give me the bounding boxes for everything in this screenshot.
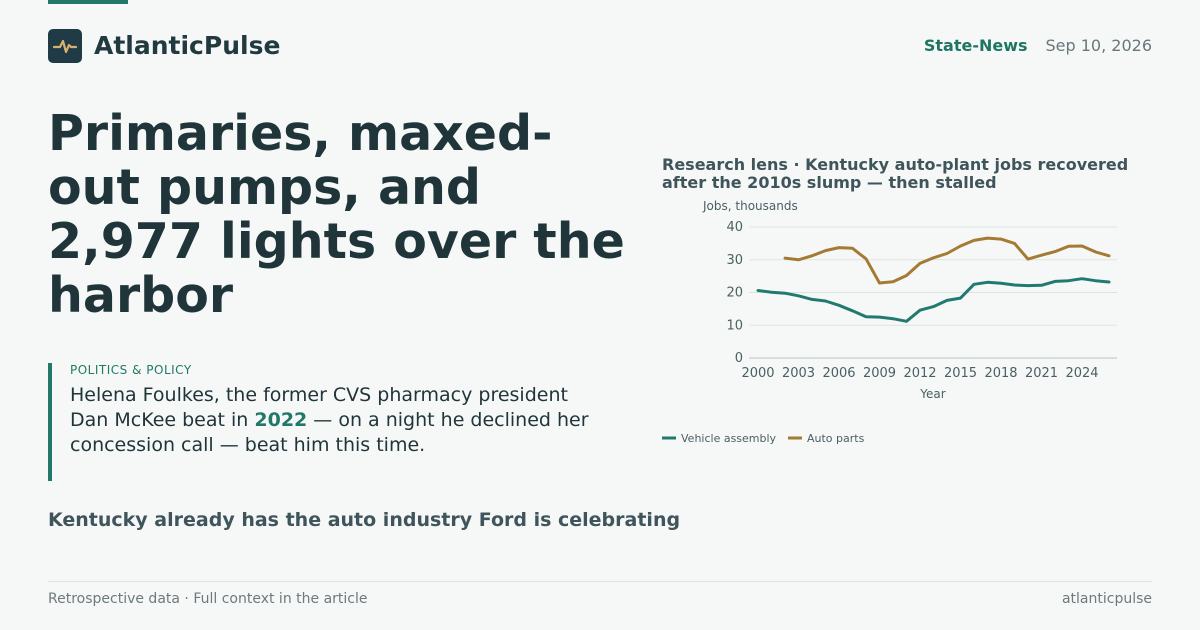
x-tick-label: 2009 (863, 366, 896, 381)
series-lines (756, 236, 1111, 323)
article-category: POLITICS & POLICY (70, 363, 192, 377)
y-axis-ticks: 0 10 20 30 40 (726, 220, 743, 366)
grid-lines (749, 226, 1117, 326)
brand-lockup[interactable]: AtlanticPulse (48, 29, 280, 63)
deck-text-end: — on a night he declined her concession … (70, 409, 589, 456)
y-tick-label: 40 (726, 220, 743, 235)
publish-date: Sep 10, 2026 (1045, 36, 1153, 55)
deck-text-start: Helena Foulkes, the former CVS pharmacy … (70, 384, 568, 431)
footer-divider (48, 581, 1152, 582)
footer-note: Retrospective data · Full context in the… (48, 591, 368, 607)
footer-site-name[interactable]: atlanticpulse (1061, 591, 1152, 607)
x-tick-label: 2006 (822, 366, 855, 381)
x-tick-label: 2012 (903, 366, 936, 381)
pulse-icon (48, 29, 82, 63)
x-tick-label: 2024 (1065, 366, 1098, 381)
legend-vehicle-label: Vehicle assembly (681, 432, 777, 445)
x-tick-label: 2018 (984, 366, 1017, 381)
auto-parts-series-line (783, 236, 1111, 285)
y-tick-label: 20 (726, 286, 743, 301)
x-tick-label: 2015 (944, 366, 977, 381)
x-tick-label: 2021 (1025, 366, 1058, 381)
chart-title: Research lens · Kentucky auto-plant jobs… (662, 155, 1129, 192)
vehicle-assembly-series-line (756, 277, 1111, 323)
article-subhead: Kentucky already has the auto industry F… (48, 509, 681, 531)
chart-legend: Vehicle assembly Auto parts (662, 432, 865, 445)
deck-text: Helena Foulkes, the former CVS pharmacy … (70, 383, 610, 458)
y-tick-label: 10 (726, 318, 743, 333)
y-axis-label: Jobs, thousands (702, 199, 798, 213)
x-tick-label: 2003 (782, 366, 815, 381)
top-accent-bar (48, 0, 128, 4)
brand-name: AtlanticPulse (94, 31, 281, 60)
y-tick-label: 30 (726, 253, 743, 268)
x-axis-ticks: 2000 2003 2006 2009 2012 2015 2018 2021 2024 (741, 366, 1098, 381)
deck-highlight-year: 2022 (254, 409, 308, 431)
y-tick-label: 0 (735, 351, 743, 366)
section-link[interactable]: State-News (923, 36, 1028, 55)
x-tick-label: 2000 (741, 366, 774, 381)
x-axis-label: Year (919, 387, 945, 401)
legend-parts-label: Auto parts (807, 432, 865, 445)
article-deck: POLITICS & POLICY Helena Foulkes, the fo… (48, 363, 608, 481)
article-meta: State-News Sep 10, 2026 (924, 36, 1152, 56)
article-headline: Primaries, maxed-out pumps, and 2,977 li… (48, 105, 625, 324)
